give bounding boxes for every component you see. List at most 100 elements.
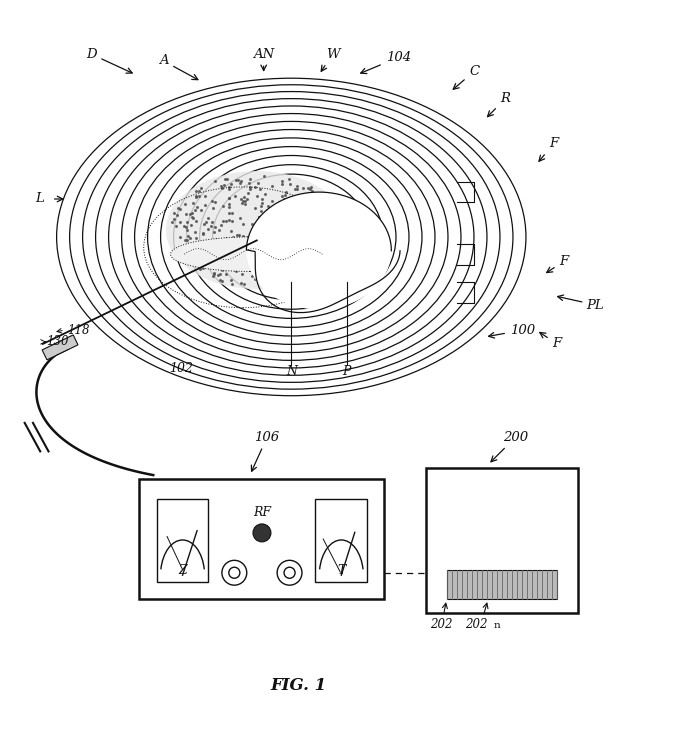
- Point: [226, 207, 237, 219]
- Point: [191, 190, 202, 202]
- Point: [182, 216, 193, 228]
- Text: W: W: [322, 47, 340, 71]
- Point: [215, 219, 226, 231]
- Point: [216, 255, 227, 267]
- Point: [306, 184, 317, 196]
- Point: [261, 204, 272, 216]
- Ellipse shape: [170, 237, 329, 272]
- Point: [178, 245, 189, 257]
- Point: [252, 190, 263, 202]
- Text: 106: 106: [252, 430, 280, 471]
- Text: RF: RF: [253, 506, 271, 519]
- Point: [179, 241, 190, 253]
- Point: [175, 231, 186, 243]
- Point: [202, 211, 213, 223]
- Point: [181, 234, 192, 246]
- Point: [220, 215, 231, 227]
- Point: [198, 217, 209, 229]
- Text: 104: 104: [360, 51, 411, 74]
- Point: [298, 182, 309, 194]
- Point: [289, 183, 300, 195]
- Point: [278, 193, 289, 205]
- Bar: [426, 468, 578, 614]
- Point: [174, 203, 185, 215]
- Point: [263, 200, 274, 212]
- Point: [209, 196, 220, 208]
- Point: [223, 208, 234, 220]
- Point: [203, 244, 214, 256]
- Text: FIG. 1: FIG. 1: [270, 677, 326, 694]
- Point: [305, 183, 316, 195]
- Text: R: R: [487, 92, 510, 117]
- Point: [240, 195, 251, 207]
- Point: [198, 262, 209, 274]
- Point: [245, 183, 256, 195]
- Point: [256, 194, 267, 206]
- Point: [231, 229, 243, 241]
- Point: [182, 230, 193, 242]
- Point: [195, 182, 207, 194]
- Point: [207, 244, 218, 256]
- Point: [179, 234, 191, 246]
- Point: [185, 219, 196, 231]
- Point: [195, 204, 207, 216]
- Point: [279, 189, 290, 201]
- Text: 102: 102: [169, 362, 193, 374]
- Point: [197, 228, 208, 240]
- Point: [207, 195, 218, 207]
- Point: [207, 202, 218, 214]
- Point: [227, 259, 238, 271]
- Point: [194, 190, 205, 202]
- Bar: [315, 500, 367, 582]
- Point: [204, 235, 215, 247]
- Point: [237, 218, 248, 230]
- Point: [250, 202, 261, 214]
- Point: [240, 198, 251, 210]
- Point: [220, 248, 231, 259]
- Text: PL: PL: [586, 299, 604, 313]
- FancyBboxPatch shape: [42, 335, 78, 360]
- Point: [191, 191, 202, 203]
- Point: [256, 197, 267, 209]
- Bar: [157, 500, 209, 582]
- Point: [230, 190, 241, 202]
- Point: [214, 224, 225, 236]
- Point: [253, 211, 264, 223]
- Point: [184, 209, 195, 220]
- Point: [281, 186, 292, 198]
- Point: [186, 211, 198, 223]
- Point: [237, 196, 248, 208]
- Point: [249, 273, 261, 285]
- Point: [229, 239, 240, 251]
- Point: [208, 270, 219, 282]
- Point: [236, 240, 247, 252]
- Point: [223, 183, 234, 195]
- Point: [244, 177, 255, 189]
- Point: [245, 173, 256, 185]
- Point: [226, 214, 237, 226]
- Point: [180, 209, 191, 220]
- Point: [233, 174, 244, 186]
- Point: [230, 246, 241, 258]
- Point: [203, 223, 214, 235]
- Point: [231, 265, 242, 277]
- Point: [175, 216, 186, 228]
- Text: N: N: [286, 365, 297, 378]
- Point: [247, 218, 258, 230]
- Point: [226, 224, 237, 236]
- Point: [187, 212, 198, 224]
- Text: A: A: [159, 55, 198, 80]
- Point: [170, 220, 182, 232]
- Text: 202: 202: [465, 618, 487, 631]
- Point: [238, 195, 249, 207]
- Point: [254, 211, 265, 223]
- Text: 130: 130: [46, 335, 69, 348]
- Point: [284, 178, 295, 190]
- Point: [222, 173, 233, 185]
- Point: [178, 220, 189, 232]
- Point: [277, 178, 288, 190]
- Point: [242, 232, 253, 244]
- Point: [209, 268, 220, 280]
- Point: [201, 258, 212, 270]
- Point: [237, 230, 248, 242]
